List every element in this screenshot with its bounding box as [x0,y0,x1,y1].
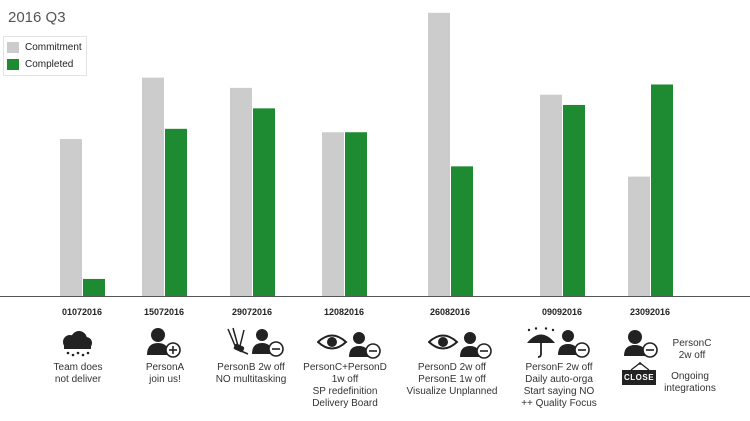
legend-item-commitment[interactable]: Commitment [7,39,82,56]
note-line: join us! [149,374,181,385]
chart-title: 2016 Q3 [8,9,66,26]
legend-label-commitment: Commitment [25,42,82,53]
legend-item-completed[interactable]: Completed [7,56,82,73]
legend-swatch-completed [7,59,19,70]
note-line: Delivery Board [312,398,378,409]
note-line: ++ Quality Focus [521,398,597,409]
x-tick-label: 12082016 [323,307,365,317]
bar-completed-26082016[interactable] [451,166,473,296]
note-line: PersonE 1w off [418,374,486,385]
bar-commitment-12082016[interactable] [322,132,344,296]
x-tick-label: 15072016 [143,307,185,317]
note-line: SP redefinition [312,386,378,397]
bar-completed-01072016[interactable] [83,278,105,296]
chart-legend: Commitment Completed [3,36,87,76]
person-remove-icon [624,330,658,358]
note-line: PersonC [672,338,712,349]
legend-label-completed: Completed [25,59,74,70]
note-line: PersonB 2w off [217,362,285,373]
x-tick-label: 29072016 [231,307,273,317]
note-line: Visualize Unplanned [406,386,498,397]
annotation-note-23092016-integrations: Ongoing integrations [664,371,716,395]
bar-completed-15072016[interactable] [165,128,187,296]
bar-commitment-23092016[interactable] [628,176,650,296]
bar-commitment-01072016[interactable] [60,139,82,296]
annotation-note-15072016: PersonA join us! [146,362,184,386]
close-sign-icon: CLOSE [622,370,656,385]
note-line: not deliver [54,374,102,385]
x-tick-label: 26082016 [429,307,471,317]
annotation-note-26082016: PersonD 2w off PersonE 1w off Visualize … [407,362,498,398]
bar-commitment-29072016[interactable] [230,87,252,296]
annotation-note-01072016: Team does not deliver [54,362,103,386]
note-line: NO multitasking [215,374,287,385]
annotation-note-09092016: PersonF 2w off Daily auto-orga Start say… [521,362,597,410]
person-add-icon [147,328,181,358]
note-line: Team does [53,362,103,373]
x-tick-label: 23092016 [629,307,671,317]
bar-completed-09092016[interactable] [563,104,585,296]
sign-hanger-icon [630,362,650,371]
bar-completed-23092016[interactable] [651,84,673,297]
umbrella-person-remove-icon [527,327,590,358]
annotation-note-29072016: PersonB 2w off NO multitasking [216,362,287,386]
bar-completed-12082016[interactable] [345,132,367,296]
rain-cloud-icon [63,331,92,357]
note-line: integrations [664,383,716,394]
multitool-person-remove-icon [227,327,284,357]
note-line: Daily auto-orga [525,374,593,385]
note-line: 2w off [678,350,706,361]
note-line: 1w off [331,374,359,385]
x-tick-label: 01072016 [61,307,103,317]
note-line: PersonA [145,362,185,373]
note-line: Start saying NO [523,386,595,397]
eye-person-remove-icon [428,332,492,359]
note-line: PersonD 2w off [417,362,487,373]
annotation-note-23092016-personc: PersonC 2w off [673,338,712,362]
note-line: PersonF 2w off [525,362,593,373]
bar-commitment-09092016[interactable] [540,94,562,297]
bar-commitment-15072016[interactable] [142,77,164,296]
legend-swatch-commitment [7,42,19,53]
x-tick-label: 09092016 [541,307,583,317]
note-line: PersonC+PersonD [303,362,387,373]
eye-person-remove-icon [317,332,381,359]
note-line: Ongoing [671,371,709,382]
annotation-note-12082016: PersonC+PersonD 1w off SP redefinition D… [303,362,387,410]
bar-commitment-26082016[interactable] [428,12,450,297]
bar-completed-29072016[interactable] [253,108,275,297]
